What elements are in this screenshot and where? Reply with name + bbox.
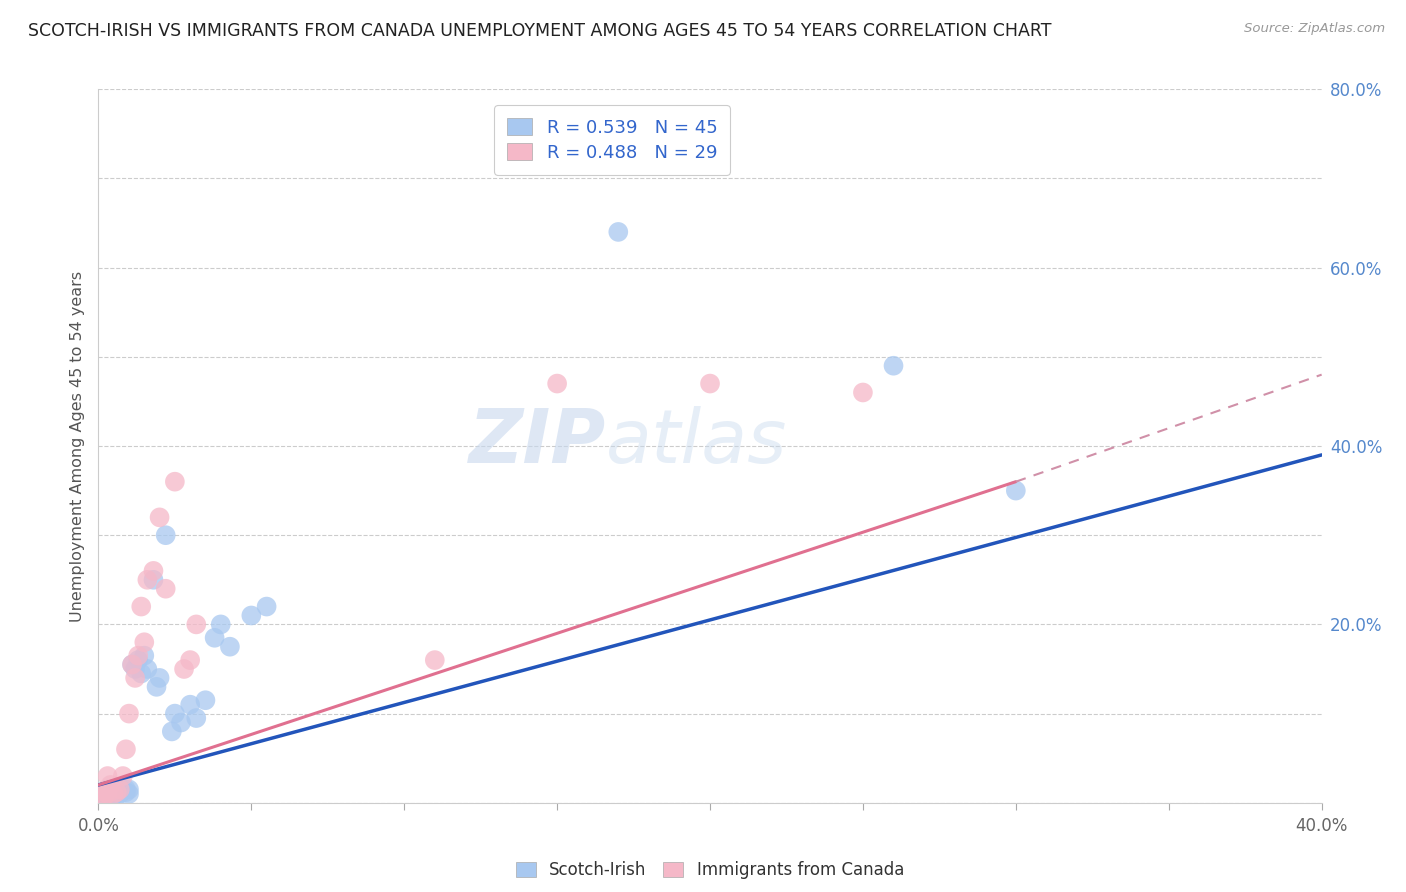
Point (124, 662, 146, 676)
Point (93, 789, 115, 803)
Point (115, 782, 138, 797)
Point (90, 787, 112, 801)
Point (256, 599, 278, 614)
Point (97, 769, 120, 783)
Point (90, 787, 112, 801)
Point (179, 653, 201, 667)
Point (209, 617, 232, 632)
Point (97, 782, 120, 797)
Point (852, 385, 875, 400)
Text: ZIP: ZIP (468, 406, 606, 479)
Point (105, 785, 128, 799)
Point (240, 608, 263, 623)
Point (103, 787, 125, 801)
Point (124, 671, 146, 685)
Point (105, 785, 128, 799)
Point (93, 785, 115, 799)
Point (129, 599, 152, 614)
Text: Source: ZipAtlas.com: Source: ZipAtlas.com (1244, 22, 1385, 36)
Point (142, 564, 165, 578)
Point (115, 785, 138, 799)
Point (160, 724, 183, 739)
Point (136, 662, 159, 676)
Point (100, 790, 122, 805)
Text: SCOTCH-IRISH VS IMMIGRANTS FROM CANADA UNEMPLOYMENT AMONG AGES 45 TO 54 YEARS CO: SCOTCH-IRISH VS IMMIGRANTS FROM CANADA U… (28, 22, 1052, 40)
Point (93, 789, 115, 803)
Point (142, 573, 165, 587)
Point (93, 787, 115, 801)
Point (103, 789, 125, 803)
Point (163, 475, 186, 489)
Point (105, 789, 128, 803)
Point (699, 376, 721, 391)
Point (194, 693, 217, 707)
Y-axis label: Unemployment Among Ages 45 to 54 years: Unemployment Among Ages 45 to 54 years (70, 270, 86, 622)
Point (173, 662, 195, 676)
Point (100, 785, 122, 799)
Point (103, 787, 125, 801)
Point (186, 617, 208, 632)
Point (97, 789, 120, 803)
Point (546, 376, 568, 391)
Point (219, 640, 242, 654)
Point (145, 680, 167, 694)
Point (108, 782, 131, 797)
Point (163, 706, 186, 721)
Point (607, 225, 630, 239)
Point (108, 782, 131, 797)
Point (121, 657, 143, 672)
Point (111, 769, 134, 783)
Point (204, 631, 226, 645)
Point (127, 653, 149, 667)
Point (115, 742, 138, 756)
Point (136, 573, 159, 587)
Point (134, 635, 156, 649)
Point (118, 706, 141, 721)
Point (127, 648, 149, 663)
Point (883, 359, 905, 373)
Point (97, 785, 120, 799)
Point (118, 787, 141, 801)
Point (121, 657, 143, 672)
Point (423, 653, 446, 667)
Point (155, 528, 177, 542)
Point (179, 698, 201, 712)
Legend: Scotch-Irish, Immigrants from Canada: Scotch-Irish, Immigrants from Canada (508, 853, 912, 888)
Point (186, 711, 208, 725)
Point (90, 785, 112, 799)
Point (134, 648, 156, 663)
Point (118, 782, 141, 797)
Point (97, 787, 120, 801)
Point (100, 778, 122, 792)
Text: atlas: atlas (606, 407, 787, 478)
Point (111, 783, 134, 797)
Point (149, 510, 172, 524)
Point (170, 715, 193, 730)
Point (129, 666, 152, 681)
Point (108, 787, 131, 801)
Point (1004, 483, 1026, 498)
Point (155, 582, 177, 596)
Point (149, 671, 172, 685)
Point (100, 787, 122, 801)
